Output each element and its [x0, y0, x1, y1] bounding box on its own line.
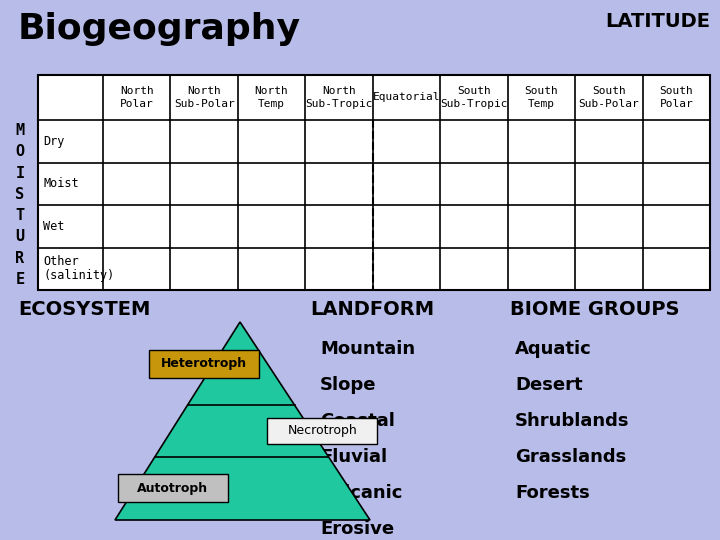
Bar: [117, 474, 228, 502]
Text: Slope: Slope: [320, 376, 377, 394]
Text: Necrotroph: Necrotroph: [287, 424, 357, 437]
Text: Dry: Dry: [43, 135, 64, 148]
Text: Desert: Desert: [515, 376, 582, 394]
Text: LATITUDE: LATITUDE: [605, 12, 710, 31]
Text: LANDFORM: LANDFORM: [310, 300, 434, 319]
Bar: [149, 349, 258, 377]
Text: Moist: Moist: [43, 177, 78, 190]
Text: Erosive: Erosive: [320, 520, 394, 538]
Polygon shape: [115, 322, 370, 520]
Text: O: O: [15, 144, 24, 159]
Text: Shrublands: Shrublands: [515, 412, 629, 430]
Text: M: M: [15, 123, 24, 138]
Text: T: T: [15, 208, 24, 223]
Text: Equatorial: Equatorial: [373, 92, 440, 103]
Text: North
Sub-Tropic: North Sub-Tropic: [305, 86, 373, 109]
Text: E: E: [15, 272, 24, 287]
Text: Wet: Wet: [43, 220, 64, 233]
Text: South
Temp: South Temp: [524, 86, 558, 109]
Text: U: U: [15, 230, 24, 245]
Text: North
Sub-Polar: North Sub-Polar: [174, 86, 235, 109]
Text: Mountain: Mountain: [320, 340, 415, 358]
Text: North
Polar: North Polar: [120, 86, 153, 109]
Text: S: S: [15, 187, 24, 202]
Text: I: I: [15, 166, 24, 180]
Text: Heterotroph: Heterotroph: [161, 357, 247, 370]
Text: South
Sub-Tropic: South Sub-Tropic: [440, 86, 508, 109]
Bar: [267, 418, 377, 444]
Text: R: R: [15, 251, 24, 266]
Text: Biogeography: Biogeography: [18, 12, 301, 46]
Text: ECOSYSTEM: ECOSYSTEM: [18, 300, 150, 319]
Text: Volcanic: Volcanic: [320, 484, 403, 502]
Text: Grasslands: Grasslands: [515, 448, 626, 466]
Bar: [38, 75, 710, 290]
Text: North
Temp: North Temp: [255, 86, 289, 109]
Text: Forests: Forests: [515, 484, 590, 502]
Text: Coastal: Coastal: [320, 412, 395, 430]
Text: Other
(salinity): Other (salinity): [43, 255, 114, 282]
Text: Aquatic: Aquatic: [515, 340, 592, 358]
Text: Fluvial: Fluvial: [320, 448, 387, 466]
Text: South
Sub-Polar: South Sub-Polar: [578, 86, 639, 109]
Text: Autotroph: Autotroph: [137, 482, 208, 495]
Text: BIOME GROUPS: BIOME GROUPS: [510, 300, 680, 319]
Text: South
Polar: South Polar: [660, 86, 693, 109]
